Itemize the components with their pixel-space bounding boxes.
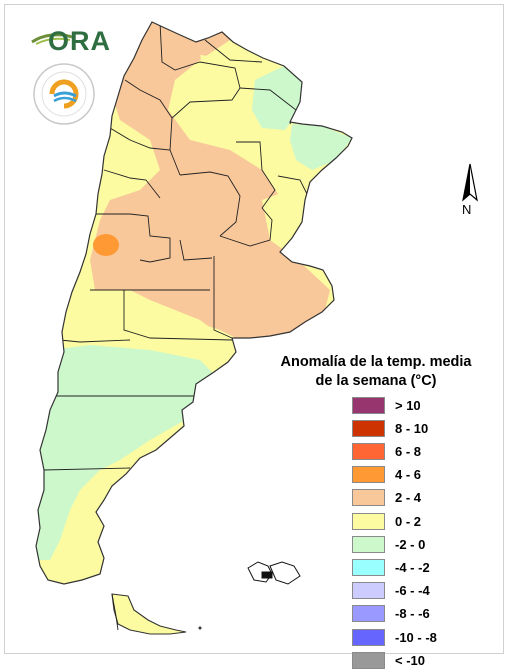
legend-label: > 10 <box>395 397 421 413</box>
legend-swatch <box>352 442 385 460</box>
legend-swatch <box>352 396 385 414</box>
legend-swatch <box>352 651 385 669</box>
legend-swatch <box>352 535 385 553</box>
legend-item: 2 - 4 <box>352 488 421 508</box>
north-label: N <box>462 202 472 217</box>
ora-logo-text: ORA <box>48 26 111 56</box>
smn-logo-icon <box>33 63 95 125</box>
legend-label: 2 - 4 <box>395 490 422 506</box>
legend-label: -8 - -6 <box>395 606 430 622</box>
legend-swatch <box>352 419 385 437</box>
legend-swatch <box>352 582 385 600</box>
north-arrow-icon <box>462 163 478 202</box>
ora-logo-icon <box>31 33 73 45</box>
legend-item: -2 - 0 <box>352 534 425 554</box>
legend-title-line1: Anomalía de la temp. media <box>280 354 472 370</box>
legend-label: < -10 <box>395 652 425 668</box>
legend-item: 0 - 2 <box>352 511 421 531</box>
legend-label: -4 - -2 <box>395 559 430 575</box>
legend-label: 0 - 2 <box>395 513 422 529</box>
legend-label: -2 - 0 <box>395 536 426 552</box>
legend-swatch <box>352 466 385 484</box>
legend-label: -6 - -4 <box>395 583 430 599</box>
legend-item: 6 - 8 <box>352 441 421 461</box>
legend-item: < -10 <box>352 650 425 670</box>
map-frame <box>4 4 504 654</box>
legend-item: 8 - 10 <box>352 418 428 438</box>
legend-item: -8 - -6 <box>352 604 430 624</box>
legend-item: 4 - 6 <box>352 465 421 485</box>
legend-title-line2: de la semana (°C) <box>315 373 437 389</box>
legend-item: -6 - -4 <box>352 581 430 601</box>
legend-item: > 10 <box>352 395 421 415</box>
legend-swatch <box>352 512 385 530</box>
legend-title: Anomalía de la temp. media de la semana … <box>276 353 476 391</box>
legend-item: -10 - -8 <box>352 627 437 647</box>
legend-swatch <box>352 558 385 576</box>
legend-label: 8 - 10 <box>395 420 429 436</box>
legend-swatch <box>352 489 385 507</box>
legend-label: 4 - 6 <box>395 467 422 483</box>
legend-item: -4 - -2 <box>352 557 430 577</box>
legend-swatch <box>352 628 385 646</box>
legend-label: 6 - 8 <box>395 443 422 459</box>
legend-swatch <box>352 605 385 623</box>
legend-label: -10 - -8 <box>395 629 437 645</box>
